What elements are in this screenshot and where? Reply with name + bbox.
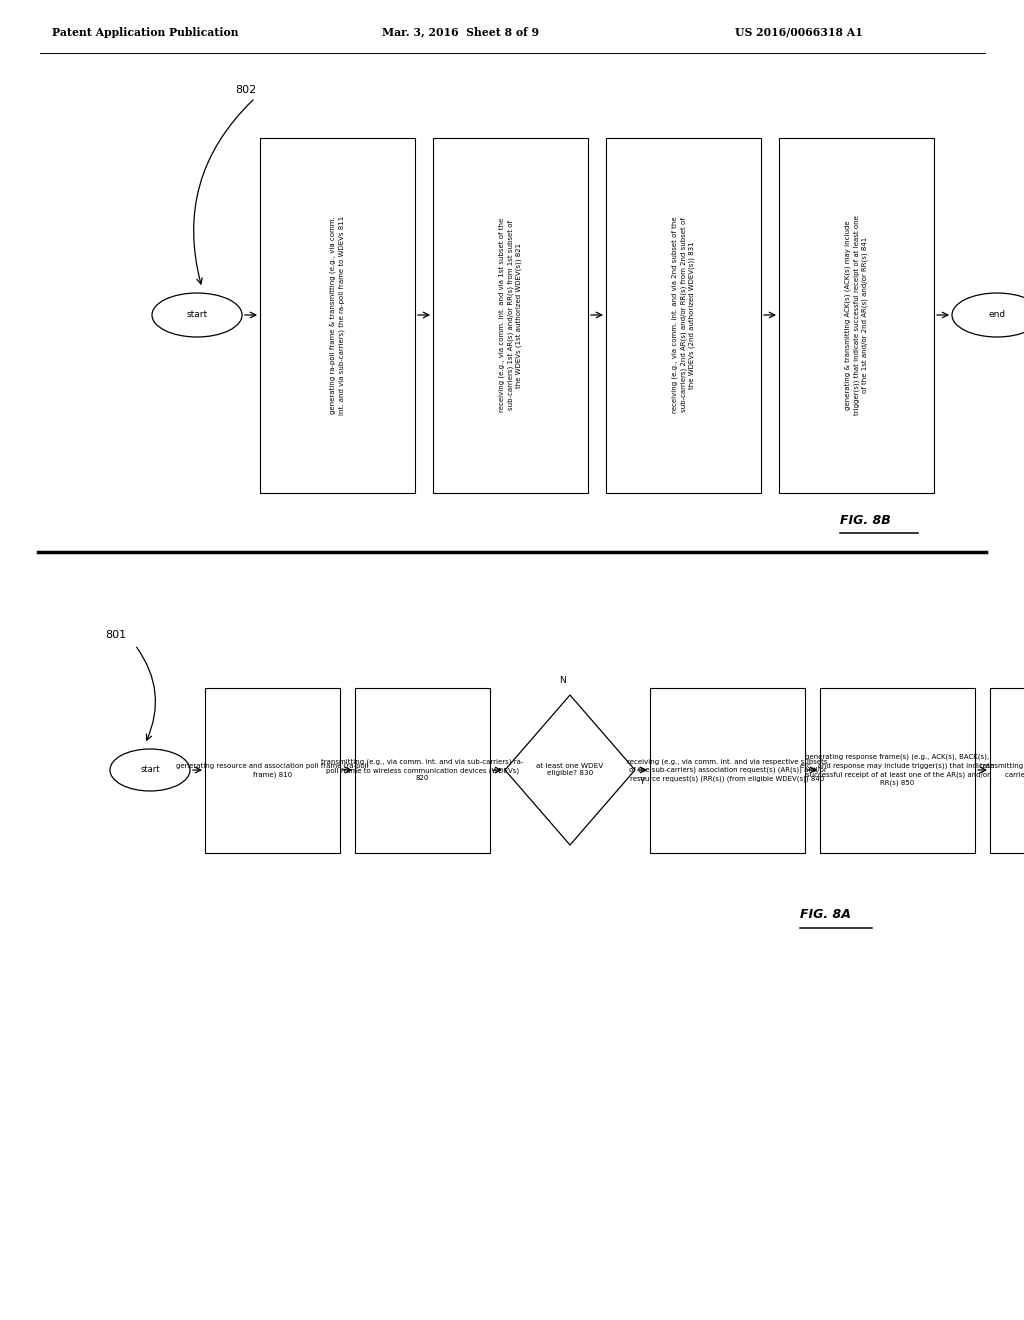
FancyBboxPatch shape xyxy=(260,137,415,492)
Text: 802: 802 xyxy=(234,84,256,95)
Text: generating resource and association poll frame (ra-poll
frame) 810: generating resource and association poll… xyxy=(176,763,369,777)
FancyBboxPatch shape xyxy=(355,688,490,853)
FancyBboxPatch shape xyxy=(606,137,761,492)
Text: receiving (e.g., via comm. int. and via 2nd subset of the
sub-carriers) 2nd AR(s: receiving (e.g., via comm. int. and via … xyxy=(672,216,695,413)
Text: receiving (e.g., via comm. int. and via respective subsets
of the sub-carriers) : receiving (e.g., via comm. int. and via … xyxy=(628,758,827,781)
FancyBboxPatch shape xyxy=(650,688,805,853)
Text: FIG. 8A: FIG. 8A xyxy=(800,908,851,921)
Text: generating ra-poll frame & transmitting (e.g., via comm.
int. and via sub-carrie: generating ra-poll frame & transmitting … xyxy=(330,215,345,414)
Text: transmitting (e.g., via comm. int. and via sub-carriers) ra-
poll frame to wirel: transmitting (e.g., via comm. int. and v… xyxy=(322,759,523,781)
Text: Mar. 3, 2016  Sheet 8 of 9: Mar. 3, 2016 Sheet 8 of 9 xyxy=(382,26,539,37)
FancyBboxPatch shape xyxy=(990,688,1024,853)
Text: US 2016/0066318 A1: US 2016/0066318 A1 xyxy=(735,26,863,37)
Text: Y: Y xyxy=(639,777,644,787)
Text: generating response frame(s) (e.g., ACK(s), BACK(s),
etc., and response may incl: generating response frame(s) (e.g., ACK(… xyxy=(801,754,994,785)
Ellipse shape xyxy=(152,293,242,337)
Text: Patent Application Publication: Patent Application Publication xyxy=(52,26,239,37)
Text: at least one WDEV
eligible? 830: at least one WDEV eligible? 830 xyxy=(537,763,603,776)
Text: receiving (e.g., via comm. int. and via 1st subset of the
sub-carriers) 1st AR(s: receiving (e.g., via comm. int. and via … xyxy=(499,218,522,412)
Text: generating & transmitting ACK(s) (ACK(s) may include
trigger(s)) that indicate s: generating & transmitting ACK(s) (ACK(s)… xyxy=(845,215,868,414)
Ellipse shape xyxy=(952,293,1024,337)
Text: start: start xyxy=(140,766,160,775)
FancyBboxPatch shape xyxy=(205,688,340,853)
Text: N: N xyxy=(559,676,565,685)
FancyBboxPatch shape xyxy=(820,688,975,853)
Ellipse shape xyxy=(110,748,190,791)
Polygon shape xyxy=(505,696,635,845)
FancyBboxPatch shape xyxy=(779,137,934,492)
Text: 801: 801 xyxy=(105,630,126,640)
Text: transmitting (e.g., via comm. int. and via the sub-
carriers) the response frame: transmitting (e.g., via comm. int. and v… xyxy=(980,763,1024,777)
Text: FIG. 8B: FIG. 8B xyxy=(840,513,891,527)
Text: start: start xyxy=(186,310,208,319)
Text: end: end xyxy=(988,310,1006,319)
FancyBboxPatch shape xyxy=(433,137,588,492)
